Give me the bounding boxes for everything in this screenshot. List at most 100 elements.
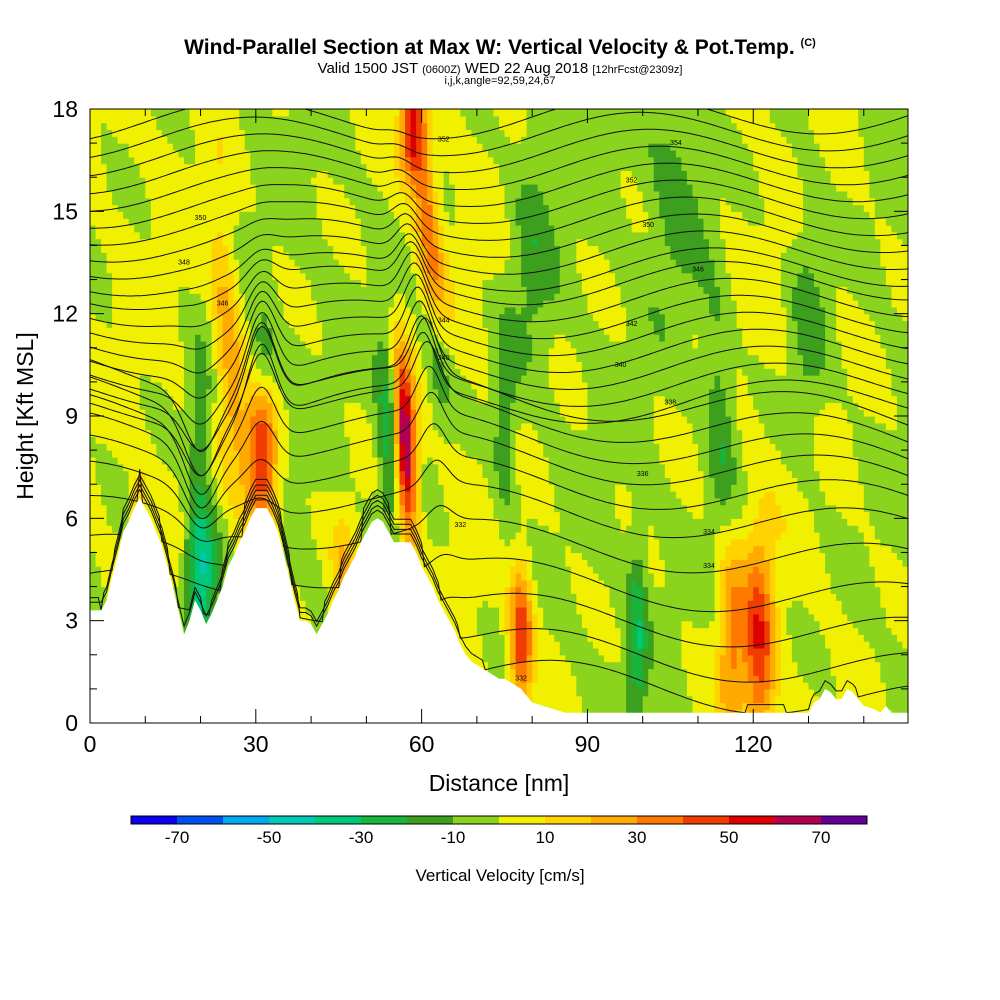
- velocity-cell: [327, 545, 334, 560]
- velocity-cell: [581, 429, 589, 560]
- velocity-cell: [189, 109, 196, 131]
- velocity-cell: [648, 320, 655, 526]
- velocity-cell: [272, 463, 279, 526]
- velocity-cell: [283, 109, 290, 117]
- velocity-cell: [797, 177, 804, 233]
- velocity-cell: [543, 456, 550, 526]
- velocity-cell: [648, 572, 655, 622]
- velocity-cell: [222, 245, 229, 287]
- velocity-cell: [200, 552, 207, 574]
- velocity-cell: [648, 306, 655, 322]
- velocity-cell: [526, 334, 533, 363]
- velocity-cell: [371, 456, 379, 492]
- velocity-cell: [90, 456, 97, 554]
- velocity-cell: [736, 429, 743, 519]
- velocity-cell: [476, 402, 484, 465]
- velocity-cell: [548, 531, 555, 635]
- velocity-cell: [570, 675, 577, 723]
- velocity-cell: [305, 347, 312, 499]
- velocity-cell: [576, 695, 583, 723]
- colorbar-swatch: [821, 816, 868, 824]
- velocity-cell: [814, 531, 821, 622]
- velocity-cell: [587, 245, 594, 315]
- velocity-cell: [150, 109, 157, 117]
- velocity-cell: [775, 504, 782, 540]
- velocity-cell: [128, 224, 135, 574]
- velocity-cell: [808, 129, 815, 274]
- velocity-cell: [255, 327, 262, 342]
- velocity-cell: [515, 661, 522, 676]
- velocity-cell: [769, 109, 776, 124]
- velocity-cell: [399, 443, 406, 472]
- velocity-cell: [349, 402, 356, 478]
- velocity-cell: [869, 218, 876, 322]
- isentrope-label: 346: [692, 266, 704, 273]
- velocity-cell: [565, 422, 572, 547]
- velocity-cell: [548, 484, 555, 533]
- velocity-cell: [405, 477, 412, 492]
- velocity-cell: [117, 463, 124, 540]
- isentrope-line: [90, 469, 908, 574]
- velocity-cell: [714, 497, 721, 533]
- velocity-cell: [178, 340, 185, 410]
- velocity-cell: [333, 525, 340, 608]
- velocity-cell: [648, 109, 655, 144]
- velocity-cell: [410, 313, 417, 349]
- velocity-cell: [399, 388, 406, 410]
- velocity-cell: [902, 245, 908, 322]
- velocity-cell: [526, 682, 533, 704]
- velocity-cell: [239, 211, 246, 294]
- velocity-cell: [250, 395, 257, 417]
- velocity-cell: [869, 416, 876, 526]
- velocity-cell: [211, 368, 218, 403]
- velocity-cell: [139, 375, 146, 410]
- velocity-cell: [747, 654, 754, 683]
- velocity-cell: [753, 170, 760, 226]
- velocity-cell: [250, 109, 257, 185]
- velocity-cell: [360, 109, 367, 165]
- velocity-cell: [200, 518, 207, 554]
- velocity-cell: [101, 443, 108, 506]
- velocity-cell: [504, 504, 511, 547]
- velocity-cell: [797, 675, 804, 723]
- velocity-cell: [742, 586, 749, 663]
- velocity-cell: [653, 306, 660, 335]
- velocity-cell: [797, 109, 804, 178]
- velocity-cell: [322, 170, 329, 240]
- velocity-cell: [598, 109, 605, 253]
- velocity-cell: [775, 129, 782, 376]
- velocity-cell: [438, 224, 445, 253]
- velocity-cell: [145, 375, 152, 431]
- velocity-cell: [504, 545, 511, 588]
- velocity-cell: [659, 313, 666, 342]
- velocity-cell: [753, 566, 760, 588]
- velocity-cell: [697, 218, 705, 287]
- velocity-cell: [515, 559, 522, 574]
- velocity-cell: [532, 313, 539, 431]
- velocity-cell: [183, 109, 191, 165]
- velocity-cell: [432, 300, 439, 315]
- velocity-cell: [874, 238, 881, 335]
- isentrope-label: 334: [703, 529, 715, 536]
- velocity-cell: [145, 197, 152, 240]
- velocity-cell: [791, 477, 799, 601]
- velocity-cell: [106, 129, 113, 192]
- colorbar-swatch: [683, 816, 730, 824]
- velocity-cell: [653, 334, 660, 397]
- velocity-cell: [454, 109, 461, 369]
- colorbar-tick-label: -50: [257, 828, 282, 847]
- forecast-info: [12hrFcst@2309z]: [592, 64, 683, 76]
- velocity-cell: [880, 109, 887, 219]
- isentrope-line: [90, 109, 908, 140]
- velocity-cell: [438, 361, 445, 403]
- velocity-cell: [720, 197, 727, 240]
- velocity-cell: [499, 634, 506, 683]
- velocity-cell: [532, 518, 539, 581]
- velocity-cell: [747, 224, 754, 356]
- velocity-cell: [692, 334, 699, 349]
- velocity-cell: [405, 416, 412, 478]
- velocity-cell: [200, 300, 207, 342]
- colorbar-swatch: [591, 816, 638, 824]
- velocity-cell: [172, 149, 180, 410]
- velocity-cell: [814, 416, 821, 472]
